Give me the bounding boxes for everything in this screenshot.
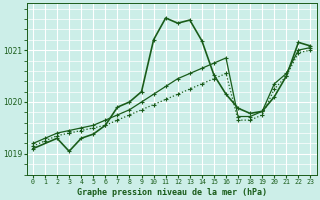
X-axis label: Graphe pression niveau de la mer (hPa): Graphe pression niveau de la mer (hPa) — [77, 188, 267, 197]
